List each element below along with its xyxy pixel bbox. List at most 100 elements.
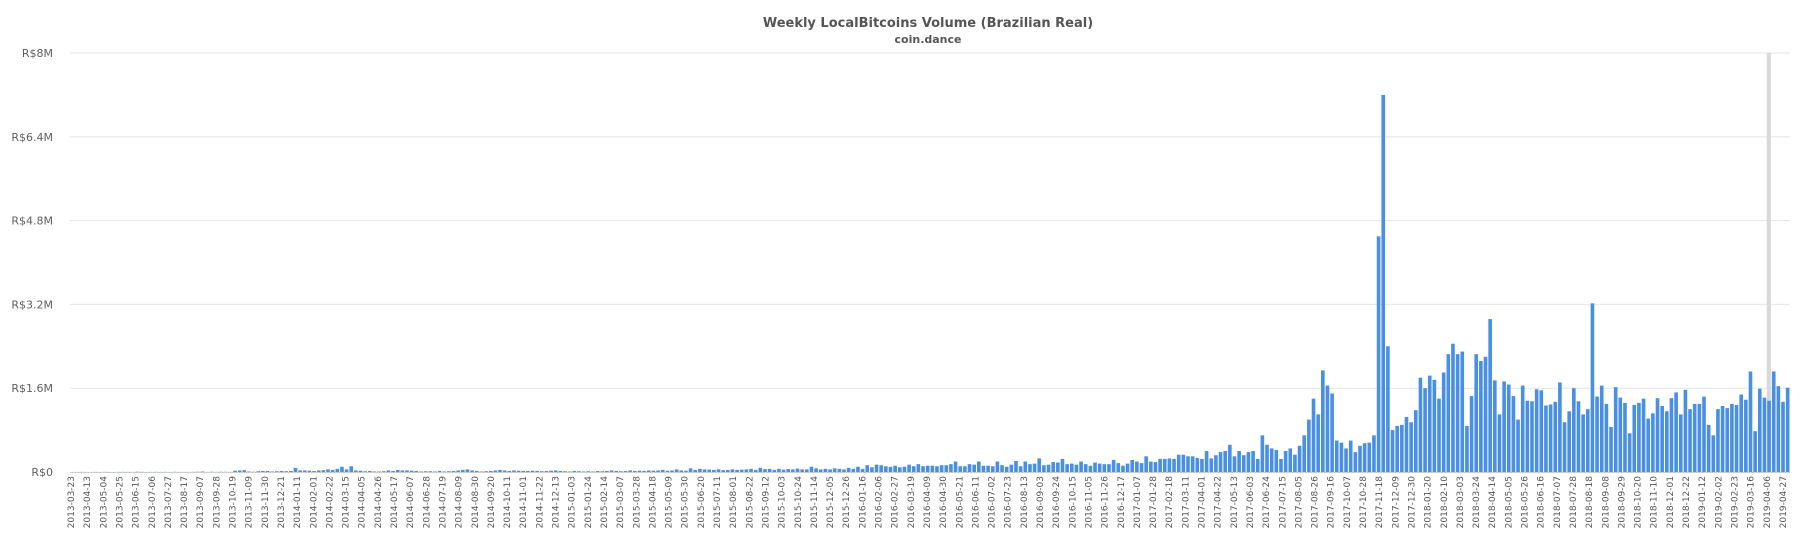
bar[interactable] [954, 462, 958, 472]
bar[interactable] [1632, 405, 1636, 472]
bar[interactable] [726, 470, 730, 472]
bar[interactable] [1381, 95, 1385, 472]
bar[interactable] [986, 466, 990, 472]
bar[interactable] [819, 469, 823, 472]
bar[interactable] [875, 465, 879, 472]
bar[interactable] [535, 471, 539, 472]
bar[interactable] [261, 471, 265, 472]
bar[interactable] [1130, 460, 1134, 472]
bar[interactable] [1772, 371, 1776, 472]
bar[interactable] [1312, 399, 1316, 472]
bar[interactable] [968, 464, 972, 472]
bar[interactable] [754, 470, 758, 472]
bar[interactable] [1186, 456, 1190, 472]
bar[interactable] [1275, 450, 1279, 472]
bar[interactable] [693, 470, 697, 472]
bar[interactable] [470, 470, 474, 472]
bar[interactable] [438, 471, 442, 472]
bar[interactable] [1367, 443, 1371, 472]
bar[interactable] [475, 471, 479, 472]
bar[interactable] [884, 466, 888, 472]
bar[interactable] [1600, 386, 1604, 472]
bar[interactable] [289, 471, 293, 472]
bar[interactable] [972, 465, 976, 472]
bar[interactable] [526, 471, 530, 472]
bar[interactable] [1470, 396, 1474, 472]
bar[interactable] [1758, 389, 1762, 472]
bar[interactable] [898, 467, 902, 472]
bar[interactable] [322, 470, 326, 472]
bar[interactable] [1405, 417, 1409, 472]
bar[interactable] [238, 470, 242, 472]
bar[interactable] [600, 471, 604, 472]
bar[interactable] [1544, 405, 1548, 472]
bar[interactable] [842, 469, 846, 472]
bar[interactable] [1460, 352, 1464, 472]
bar[interactable] [963, 466, 967, 472]
bar[interactable] [717, 469, 721, 472]
bar[interactable] [1581, 414, 1585, 472]
bar[interactable] [1549, 404, 1553, 472]
bar[interactable] [810, 467, 814, 472]
bar[interactable] [1191, 456, 1195, 472]
bar[interactable] [452, 471, 456, 472]
bar[interactable] [861, 469, 865, 472]
bar[interactable] [503, 470, 507, 472]
bar[interactable] [1288, 448, 1292, 472]
bar[interactable] [800, 469, 804, 472]
bar[interactable] [824, 469, 828, 472]
bar[interactable] [921, 466, 925, 472]
bar[interactable] [712, 470, 716, 472]
bar[interactable] [442, 471, 446, 472]
bar[interactable] [814, 468, 818, 472]
bar[interactable] [373, 471, 377, 472]
bar[interactable] [1330, 393, 1334, 472]
bar[interactable] [563, 471, 567, 472]
bar[interactable] [317, 470, 321, 472]
bar[interactable] [1237, 451, 1241, 472]
bar[interactable] [1326, 386, 1330, 472]
bar[interactable] [573, 471, 577, 472]
bar[interactable] [1061, 459, 1065, 472]
bar[interactable] [512, 470, 516, 472]
bar[interactable] [1725, 408, 1729, 472]
bar[interactable] [791, 469, 795, 472]
bar[interactable] [424, 471, 428, 472]
bar[interactable] [1033, 464, 1037, 472]
bar[interactable] [865, 465, 869, 472]
bar[interactable] [1265, 445, 1269, 472]
bar[interactable] [494, 470, 498, 472]
bar[interactable] [1563, 422, 1567, 472]
bar[interactable] [349, 466, 353, 472]
bar[interactable] [1721, 406, 1725, 472]
bar[interactable] [1577, 401, 1581, 472]
bar[interactable] [1711, 435, 1715, 472]
bar[interactable] [1702, 397, 1706, 472]
bar[interactable] [233, 471, 237, 472]
bar[interactable] [912, 466, 916, 472]
bar[interactable] [1023, 462, 1027, 472]
bar[interactable] [480, 471, 484, 472]
bar[interactable] [507, 471, 511, 472]
bar[interactable] [1660, 406, 1664, 472]
bar[interactable] [201, 471, 205, 472]
bar[interactable] [1372, 435, 1376, 472]
bar[interactable] [568, 471, 572, 472]
bar[interactable] [1619, 398, 1623, 472]
bar[interactable] [1651, 413, 1655, 472]
bar[interactable] [345, 469, 349, 472]
bar[interactable] [1223, 451, 1227, 472]
bar[interactable] [917, 464, 921, 472]
bar[interactable] [1219, 452, 1223, 472]
bar[interactable] [1112, 460, 1116, 472]
bar[interactable] [1488, 319, 1492, 472]
bar[interactable] [1377, 236, 1381, 472]
bar[interactable] [545, 471, 549, 472]
bar[interactable] [1200, 459, 1204, 472]
bar[interactable] [1195, 458, 1199, 472]
bar[interactable] [559, 471, 563, 472]
bar[interactable] [1010, 465, 1014, 472]
bar[interactable] [870, 467, 874, 472]
bar[interactable] [1665, 411, 1669, 472]
bar[interactable] [1358, 446, 1362, 472]
